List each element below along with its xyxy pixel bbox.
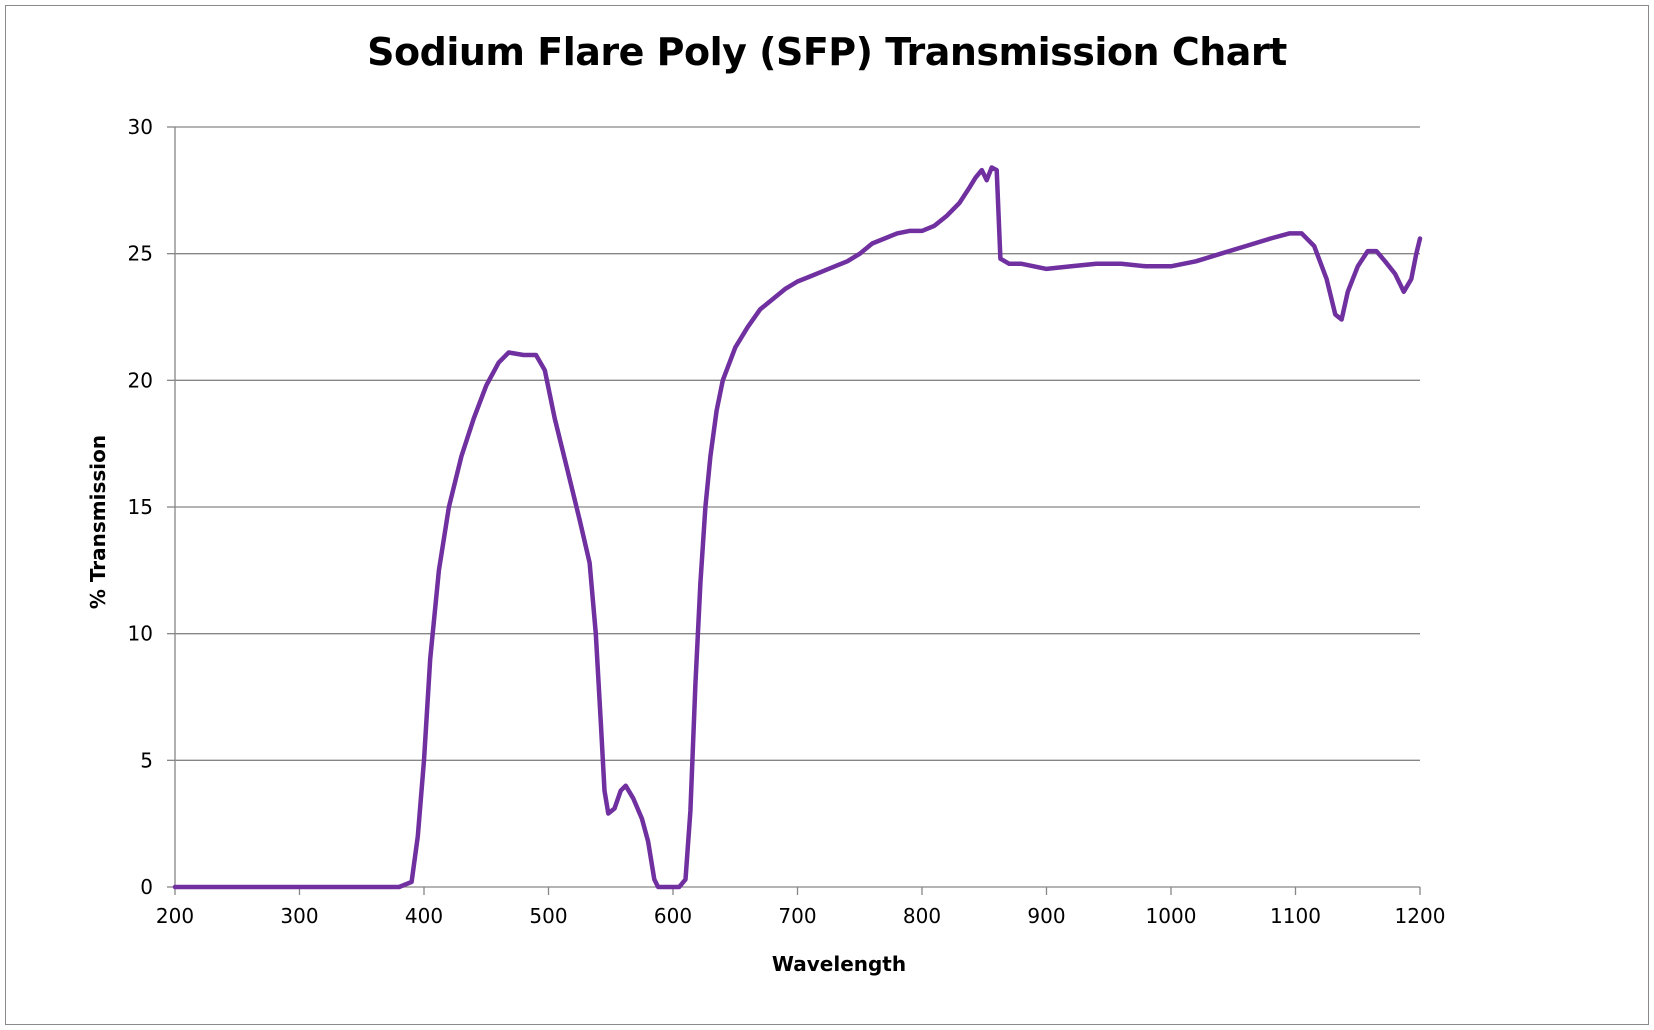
y-tick-label-30: 30: [128, 115, 153, 139]
x-tick-label-800: 800: [903, 904, 941, 928]
x-axis-title: Wavelength: [771, 952, 907, 976]
axes: [167, 126, 1421, 895]
x-tick-label-300: 300: [280, 904, 318, 928]
series-layer: [172, 165, 1423, 890]
x-tick-label-1000: 1000: [1146, 904, 1197, 928]
x-tick-label-700: 700: [778, 904, 816, 928]
y-axis-title: % Transmission: [86, 434, 110, 610]
y-tick-label-5: 5: [140, 748, 153, 772]
y-tick-labels: 0 5 10 15 20 25 30: [128, 115, 153, 899]
x-tick-labels: 200 300 400 500 600 700 800 900 1000 1100 1200: [156, 904, 1446, 928]
gridlines: [175, 126, 1420, 761]
x-tick-label-900: 900: [1027, 904, 1065, 928]
y-tick-label-15: 15: [128, 495, 153, 519]
x-tick-label-1100: 1100: [1270, 904, 1321, 928]
x-tick-label-200: 200: [156, 904, 194, 928]
y-tick-label-0: 0: [140, 875, 153, 899]
y-tick-label-25: 25: [128, 242, 153, 266]
x-tick-label-400: 400: [405, 904, 443, 928]
series-line-1: [172, 165, 1423, 890]
y-tick-label-10: 10: [128, 622, 153, 646]
x-tick-label-600: 600: [654, 904, 692, 928]
x-tick-label-500: 500: [529, 904, 567, 928]
x-tick-label-1200: 1200: [1395, 904, 1446, 928]
chart-title: Sodium Flare Poly (SFP) Transmission Cha…: [367, 30, 1287, 74]
chart-frame: [5, 5, 1649, 1025]
y-tick-label-20: 20: [128, 368, 153, 392]
